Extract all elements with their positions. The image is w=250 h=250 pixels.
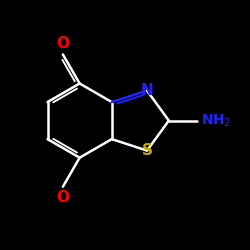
Text: NH$_2$: NH$_2$ <box>200 112 231 129</box>
Text: S: S <box>142 143 152 158</box>
Text: O: O <box>56 36 69 51</box>
Text: N: N <box>141 83 154 98</box>
Text: O: O <box>56 190 69 205</box>
